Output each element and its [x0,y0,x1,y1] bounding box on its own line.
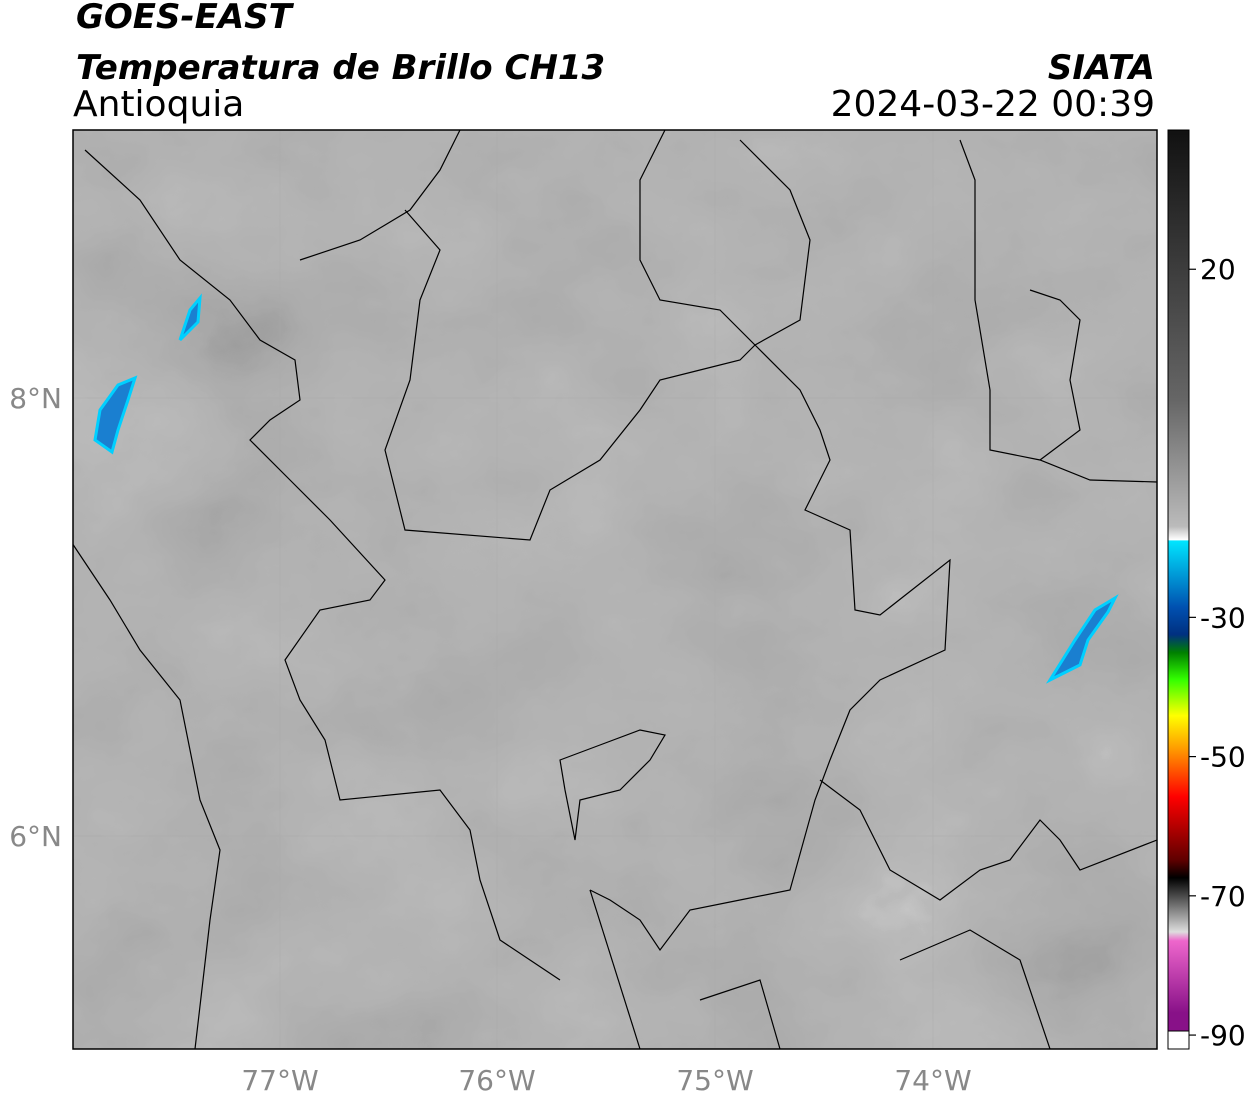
lat-label: 8°N [9,382,62,415]
subtitle: Temperatura de Brillo CH13 [76,48,605,88]
colorbar [1167,129,1190,1032]
colorbar-tick-label: -70 [1200,880,1246,913]
region: Antioquia [73,84,244,125]
map-frame [72,129,1158,1050]
lon-label: 74°W [894,1064,971,1097]
colorbar-tick-label: -50 [1200,741,1246,774]
map [73,130,1157,1049]
colorbar-tick-label: 20 [1200,253,1236,286]
colorbar-tick-label: -30 [1200,601,1246,634]
source: SIATA [1048,48,1155,88]
lon-label: 75°W [676,1064,753,1097]
lon-label: 77°W [241,1064,318,1097]
colorbar-under [1167,1030,1190,1050]
cloud-field [73,130,1157,1049]
lon-label: 76°W [458,1064,535,1097]
borders [73,130,1157,1049]
lat-label: 6°N [9,820,62,853]
datetime: 2024-03-22 00:39 [831,84,1155,125]
colorbar-tick-label: -90 [1200,1019,1246,1052]
title: GOES-EAST [76,0,295,37]
cold-clouds [93,293,1119,684]
graticule [73,130,1157,1049]
